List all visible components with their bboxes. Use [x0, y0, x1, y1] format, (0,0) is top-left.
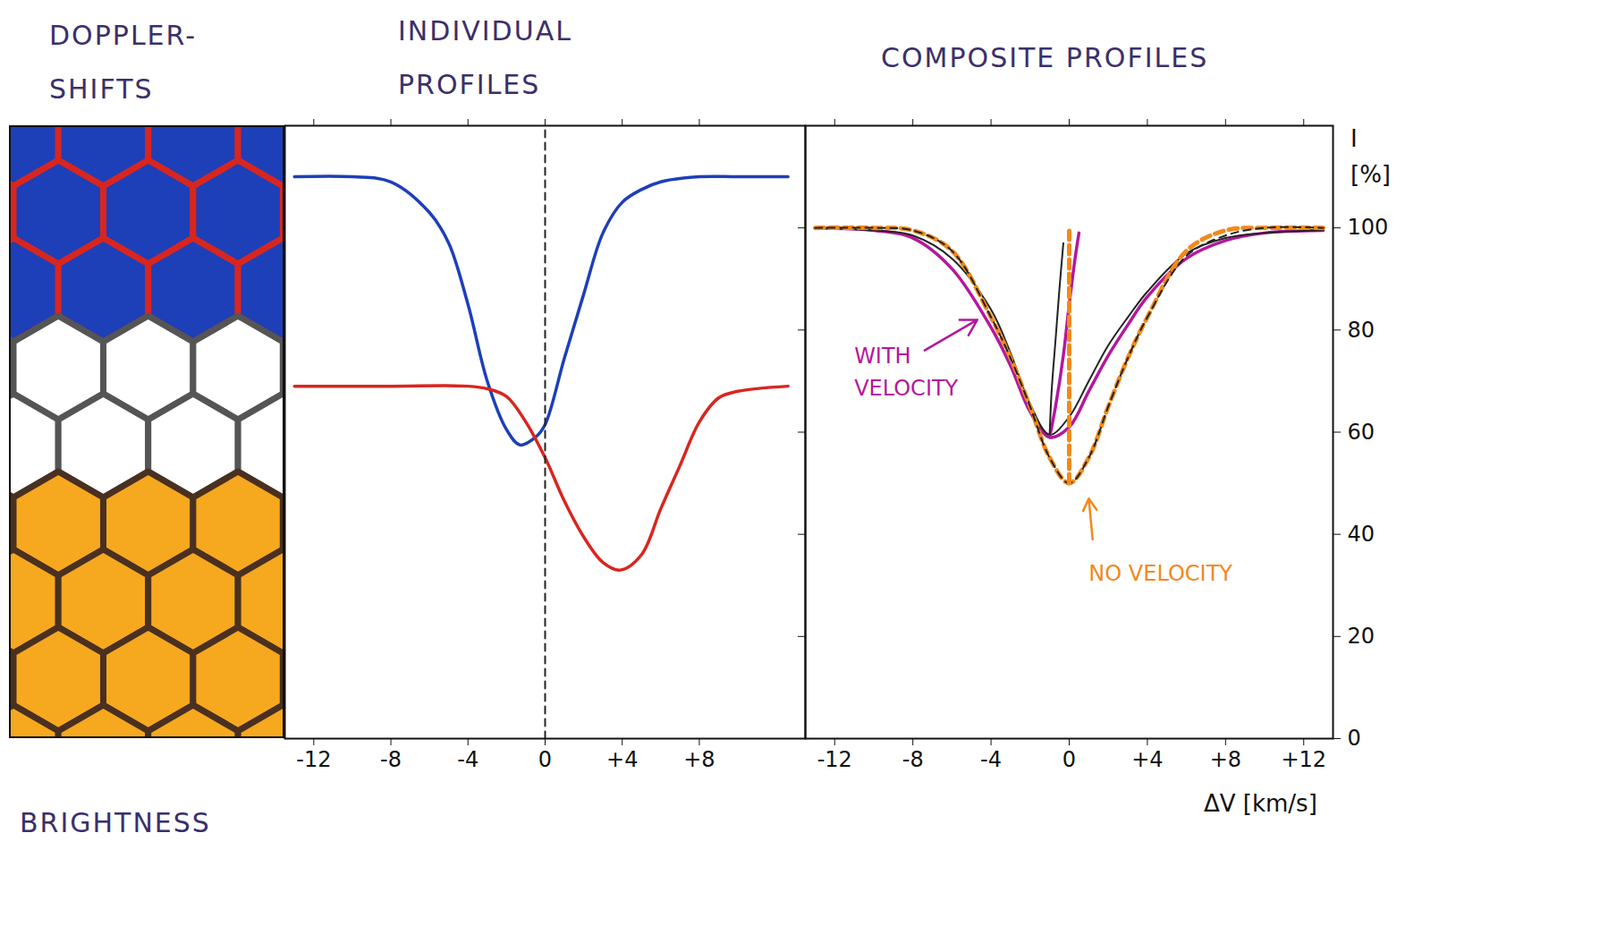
- svg-text:80: 80: [1347, 317, 1376, 343]
- html-text:I [%]: I [%]: [1350, 125, 1391, 188]
- svg-text:+4: +4: [1131, 746, 1163, 772]
- svg-text:0: 0: [1062, 746, 1076, 772]
- svg-text:40: 40: [1347, 521, 1376, 547]
- svg-text:-8: -8: [380, 746, 402, 772]
- svg-text:0: 0: [1347, 725, 1362, 751]
- svg-text:NO VELOCITY: NO VELOCITY: [1088, 560, 1233, 586]
- svg-text:100: 100: [1347, 214, 1389, 240]
- svg-text:+12: +12: [1280, 746, 1327, 772]
- svg-text:-4: -4: [980, 746, 1002, 772]
- svg-text:60: 60: [1347, 419, 1376, 445]
- svg-text:-8: -8: [902, 746, 924, 772]
- svg-text:-12: -12: [817, 746, 853, 772]
- html-text:COMPOSITE PROFILES: COMPOSITE PROFILES: [880, 42, 1209, 74]
- html-text:ΔV [km/s]: ΔV [km/s]: [1203, 789, 1318, 817]
- svg-text:-12: -12: [296, 746, 331, 772]
- svg-text:-4: -4: [457, 746, 479, 772]
- svg-text:+8: +8: [683, 746, 715, 772]
- svg-text:+8: +8: [1210, 746, 1242, 772]
- svg-text:WITHVELOCITY: WITHVELOCITY: [854, 343, 958, 401]
- svg-text:20: 20: [1347, 623, 1376, 649]
- html-text:INDIVIDUAL PROFILES: INDIVIDUAL PROFILES: [397, 15, 573, 101]
- svg-text:+4: +4: [606, 746, 638, 772]
- svg-text:0: 0: [538, 746, 552, 772]
- html-text:DOPPLER- SHIFTS: DOPPLER- SHIFTS: [49, 19, 197, 105]
- html-text:BRIGHTNESS: BRIGHTNESS: [19, 806, 211, 839]
